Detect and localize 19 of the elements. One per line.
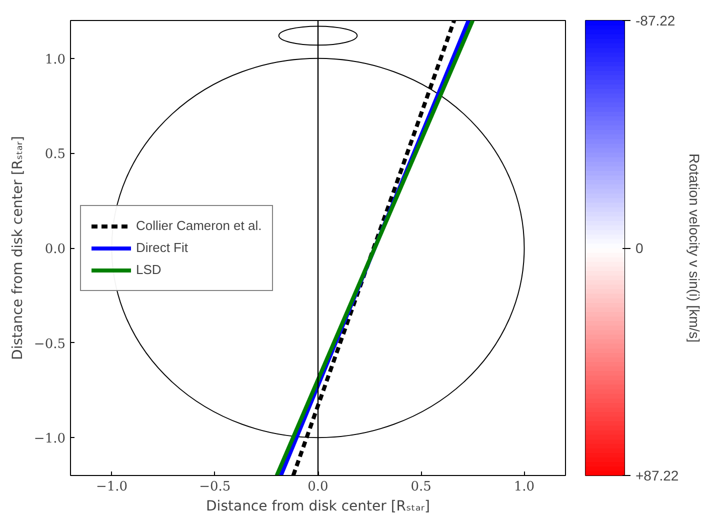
x-tick-label: −1.0 bbox=[96, 480, 128, 494]
color-bar-label: 0 bbox=[636, 240, 644, 256]
x-tick-label: 0.5 bbox=[410, 480, 432, 494]
legend-label: LSD bbox=[136, 262, 162, 277]
x-tick-label: 0.0 bbox=[308, 480, 328, 494]
y-tick-label: 1.0 bbox=[44, 52, 66, 68]
y-tick-label: 0.5 bbox=[44, 147, 66, 162]
x-axis-title: Distance from disk center [Rₛₜₐᵣ] bbox=[206, 498, 430, 514]
y-tick-label: −0.5 bbox=[34, 336, 66, 352]
legend-label: Collier Cameron et al. bbox=[136, 218, 262, 233]
y-tick-label: 0.0 bbox=[44, 242, 66, 257]
color-bar-label: -87.22 bbox=[636, 12, 676, 28]
y-axis-title: Distance from disk center [Rₛₜₐᵣ] bbox=[10, 136, 26, 360]
x-tick-label: 1.0 bbox=[514, 480, 535, 494]
x-tick-label: −0.5 bbox=[199, 480, 231, 494]
color-bar-title: Rotation velocity v sin(i) [km/s] bbox=[686, 153, 703, 343]
y-tick-label: −1.0 bbox=[34, 432, 66, 447]
color-bar-label: +87.22 bbox=[636, 468, 679, 484]
legend-label: Direct Fit bbox=[136, 240, 188, 255]
